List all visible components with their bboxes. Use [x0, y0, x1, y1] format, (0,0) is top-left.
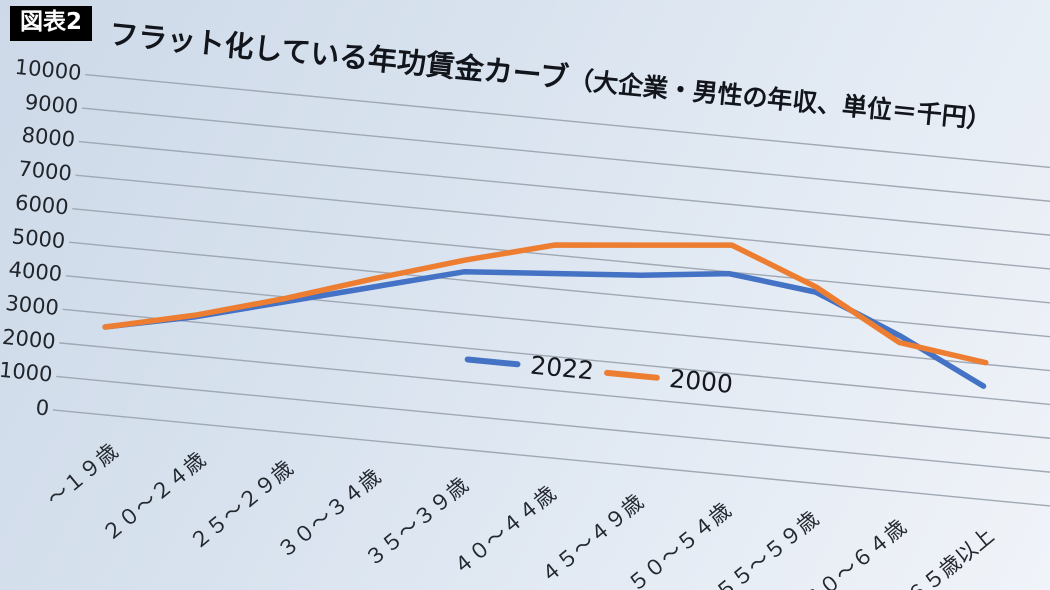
- legend-line-swatch-2022: [464, 356, 521, 368]
- gridline: [52, 409, 1050, 508]
- figure-number-badge: 図表2: [10, 6, 93, 41]
- gridline: [75, 174, 1050, 273]
- y-axis-label: 7000: [17, 156, 73, 186]
- gridline: [59, 342, 1050, 441]
- series-line-2000: [102, 242, 989, 366]
- y-axis-label: 1000: [0, 357, 54, 387]
- gridline: [65, 275, 1050, 374]
- legend-line-swatch-2000: [603, 369, 660, 381]
- gridline: [78, 140, 1050, 240]
- gridline: [85, 73, 1050, 173]
- gridline: [81, 107, 1050, 206]
- y-axis-label: 6000: [14, 190, 70, 220]
- gridline: [62, 308, 1050, 408]
- y-axis-label: 2000: [1, 324, 57, 354]
- legend-label-2022: 2022: [529, 350, 596, 386]
- y-axis-label: 0: [34, 395, 51, 421]
- y-axis-label: 8000: [20, 123, 77, 153]
- gridline: [72, 207, 1050, 307]
- y-axis-label: 4000: [7, 257, 64, 287]
- legend-label-2000: 2000: [668, 363, 735, 399]
- y-axis-label: 9000: [23, 89, 80, 119]
- y-axis-label: 3000: [4, 290, 60, 320]
- y-axis-label: 5000: [10, 223, 67, 253]
- gridline: [56, 375, 1050, 475]
- gridline: [69, 241, 1050, 340]
